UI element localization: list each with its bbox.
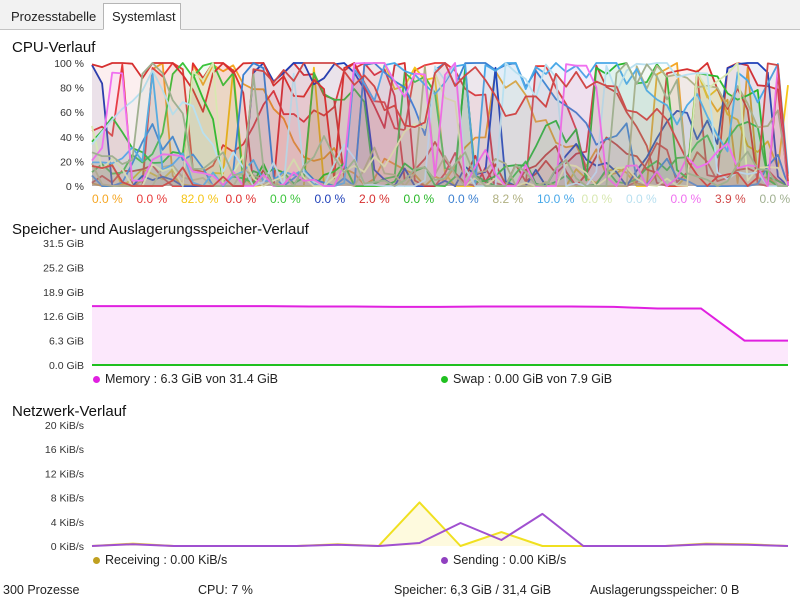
cpu-core-value: 0.0 % <box>136 192 168 206</box>
cpu-core-value: 0.0 % <box>270 192 301 206</box>
memory-legend-dot <box>93 375 100 383</box>
memory-area <box>92 306 788 365</box>
swap-legend-text: Swap : 0.00 GiB von 7.9 GiB <box>453 372 613 386</box>
cpu-core-line <box>91 62 788 187</box>
cpu-core-value: 0.0 % <box>448 192 479 206</box>
cpu-core-line <box>91 62 789 187</box>
network-tick-label: 12 KiB/s <box>45 468 84 480</box>
sending-legend-text: Sending : 0.00 KiB/s <box>453 553 567 567</box>
cpu-core-area <box>92 63 788 186</box>
cpu-core-value: 2.0 % <box>359 192 390 206</box>
memory-tick-label: 12.6 GiB <box>43 311 84 323</box>
cpu-core-value: 0.0 % <box>581 192 613 206</box>
cpu-core-value: 0.0 % <box>403 192 435 206</box>
cpu-core-value: 82.0 % <box>181 192 219 206</box>
cpu-core-line <box>91 62 789 187</box>
cpu-core-value: 3.9 % <box>715 192 746 206</box>
memory-legend-text: Memory : 6.3 GiB von 31.4 GiB <box>105 372 278 386</box>
cpu-core-area <box>92 63 788 186</box>
cpu-core-value: 0.0 % <box>759 192 791 206</box>
cpu-core-line <box>91 62 788 187</box>
tab-prozesstabelle[interactable]: Prozesstabelle <box>11 9 97 24</box>
memory-tick-label: 6.3 GiB <box>49 336 84 348</box>
sending-legend-dot <box>441 556 448 564</box>
cpu-core-area <box>92 63 788 186</box>
cpu-core-area <box>92 63 788 186</box>
memory-tick-label: 25.2 GiB <box>43 262 84 274</box>
sending-legend: Sending : 0.00 KiB/s <box>441 553 566 567</box>
cpu-tick-label: 80 % <box>60 83 84 95</box>
cpu-core-value: 10.0 % <box>537 192 575 206</box>
network-tick-label: 16 KiB/s <box>45 444 84 456</box>
cpu-core-area <box>92 63 788 186</box>
memory-legend: Memory : 6.3 GiB von 31.4 GiB <box>93 372 278 386</box>
memory-tick-label: 0.0 GiB <box>49 360 84 372</box>
cpu-core-value: 0.0 % <box>225 192 257 206</box>
network-chart-title: Netzwerk-Verlauf <box>12 403 127 420</box>
swap-legend: Swap : 0.00 GiB von 7.9 GiB <box>441 372 612 386</box>
memory-line <box>92 305 788 342</box>
cpu-core-area <box>92 63 788 186</box>
cpu-tick-label: 40 % <box>60 132 84 144</box>
cpu-core-line <box>91 62 789 187</box>
cpu-core-value: 0.0 % <box>92 192 123 206</box>
cpu-core-line <box>91 62 789 187</box>
cpu-core-area <box>92 63 788 186</box>
cpu-core-area <box>92 63 788 186</box>
sending-line <box>91 512 789 547</box>
cpu-core-line <box>91 62 789 187</box>
cpu-core-area <box>92 63 788 186</box>
cpu-core-line <box>91 64 789 187</box>
cpu-core-value: 0.0 % <box>670 192 702 206</box>
cpu-core-area <box>92 63 788 186</box>
cpu-core-line <box>91 62 789 187</box>
network-tick-label: 20 KiB/s <box>45 420 84 432</box>
cpu-tick-label: 20 % <box>60 156 84 168</box>
cpu-core-line <box>91 62 789 187</box>
memory-chart-title: Speicher- und Auslagerungsspeicher-Verla… <box>12 221 309 238</box>
cpu-chart-title: CPU-Verlauf <box>12 39 96 56</box>
cpu-core-area <box>92 63 788 186</box>
network-tick-label: 0 KiB/s <box>51 541 84 553</box>
cpu-core-value: 0.0 % <box>314 192 346 206</box>
cpu-tick-label: 0 % <box>66 181 84 193</box>
network-tick-label: 4 KiB/s <box>51 517 84 529</box>
receiving-legend: Receiving : 0.00 KiB/s <box>93 553 227 567</box>
cpu-core-line <box>91 62 789 187</box>
cpu-core-value: 8.2 % <box>492 192 524 206</box>
cpu-core-area <box>92 63 788 186</box>
status-processes: 300 Prozesse <box>3 583 80 597</box>
cpu-core-area <box>92 63 788 186</box>
network-tick-label: 8 KiB/s <box>51 493 84 505</box>
cpu-core-value: 0.0 % <box>626 192 657 206</box>
tab-bar: Prozesstabelle Systemlast <box>0 0 800 30</box>
status-memory: Speicher: 6,3 GiB / 31,4 GiB <box>394 583 552 597</box>
swap-legend-dot <box>441 375 448 383</box>
cpu-core-line <box>91 62 788 187</box>
status-cpu: CPU: 7 % <box>198 583 253 597</box>
cpu-tick-label: 60 % <box>60 107 84 119</box>
cpu-core-line <box>92 62 789 187</box>
receiving-legend-text: Receiving : 0.00 KiB/s <box>105 553 228 567</box>
memory-tick-label: 18.9 GiB <box>43 287 84 299</box>
cpu-core-line <box>91 62 789 187</box>
receiving-legend-dot <box>93 556 100 564</box>
receiving-area <box>92 502 788 546</box>
tab-systemlast[interactable]: Systemlast <box>103 3 181 30</box>
cpu-core-line <box>91 62 788 187</box>
cpu-core-line <box>91 62 789 187</box>
cpu-core-area <box>92 65 788 186</box>
cpu-tick-label: 100 % <box>54 58 84 70</box>
cpu-core-area <box>92 63 788 186</box>
cpu-core-area <box>92 63 788 186</box>
memory-tick-label: 31.5 GiB <box>43 238 84 250</box>
receiving-line <box>91 501 789 547</box>
status-swap: Auslagerungsspeicher: 0 B <box>590 583 740 597</box>
